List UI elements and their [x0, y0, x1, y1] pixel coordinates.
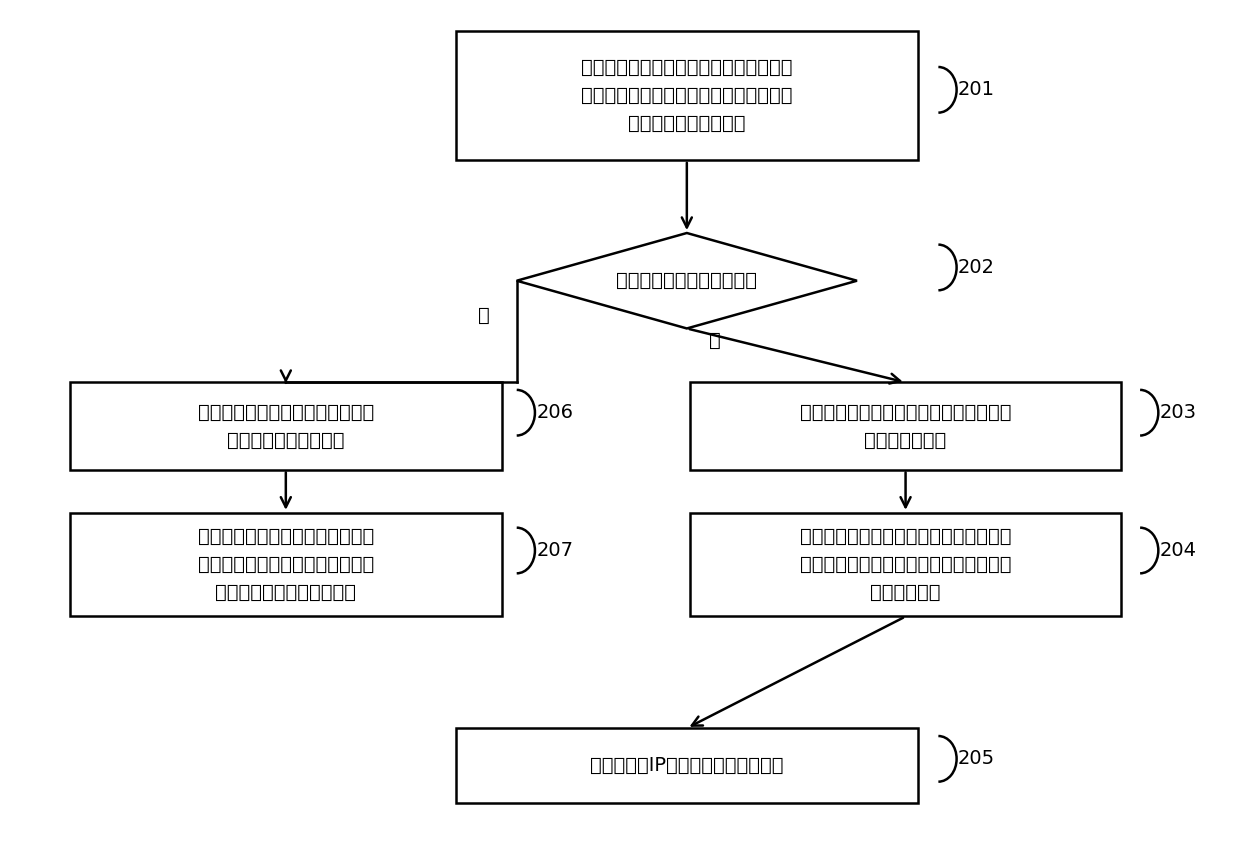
Text: 207: 207 [536, 541, 573, 560]
FancyBboxPatch shape [689, 512, 1121, 617]
FancyBboxPatch shape [689, 382, 1121, 469]
Text: 将域名解析请求发送给移动网络域
名服务器进行域名解析: 将域名解析请求发送给移动网络域 名服务器进行域名解析 [197, 402, 374, 450]
Text: 202: 202 [957, 258, 994, 277]
Text: 201: 201 [957, 80, 994, 99]
FancyBboxPatch shape [456, 728, 918, 803]
Text: 205: 205 [957, 750, 994, 768]
Text: 域名是否包括在卸载列表中: 域名是否包括在卸载列表中 [616, 271, 758, 291]
Text: 生成与第一IP地址相关联的分流策略: 生成与第一IP地址相关联的分流策略 [590, 756, 784, 775]
Text: 是: 是 [709, 331, 720, 350]
Text: 否: 否 [479, 306, 490, 325]
Text: 203: 203 [1159, 403, 1197, 422]
FancyBboxPatch shape [71, 382, 501, 469]
Text: 在接收到用户终端通过移动网络发送的域
名解析请求后，将域名解析请求发送给域
名服务器进行域名解析: 在接收到用户终端通过移动网络发送的域 名解析请求后，将域名解析请求发送给域 名服… [582, 58, 792, 133]
Text: 206: 206 [536, 403, 573, 422]
Polygon shape [517, 233, 857, 329]
Text: 在接收到移动网络域名服务器发送
的第二域名解析响应后，将第二域
名解析响应发送给用户终端: 在接收到移动网络域名服务器发送 的第二域名解析响应后，将第二域 名解析响应发送给… [197, 527, 374, 602]
Text: 将域名解析请求发送给固定网络域名服务
器进行域名解析: 将域名解析请求发送给固定网络域名服务 器进行域名解析 [800, 402, 1012, 450]
FancyBboxPatch shape [456, 31, 918, 160]
FancyBboxPatch shape [71, 512, 501, 617]
Text: 204: 204 [1159, 541, 1197, 560]
Text: 在接收到固定网络域名服务器发送的第一
域名解析响应后，将第一域名解析响应发
送给用户终端: 在接收到固定网络域名服务器发送的第一 域名解析响应后，将第一域名解析响应发 送给… [800, 527, 1012, 602]
